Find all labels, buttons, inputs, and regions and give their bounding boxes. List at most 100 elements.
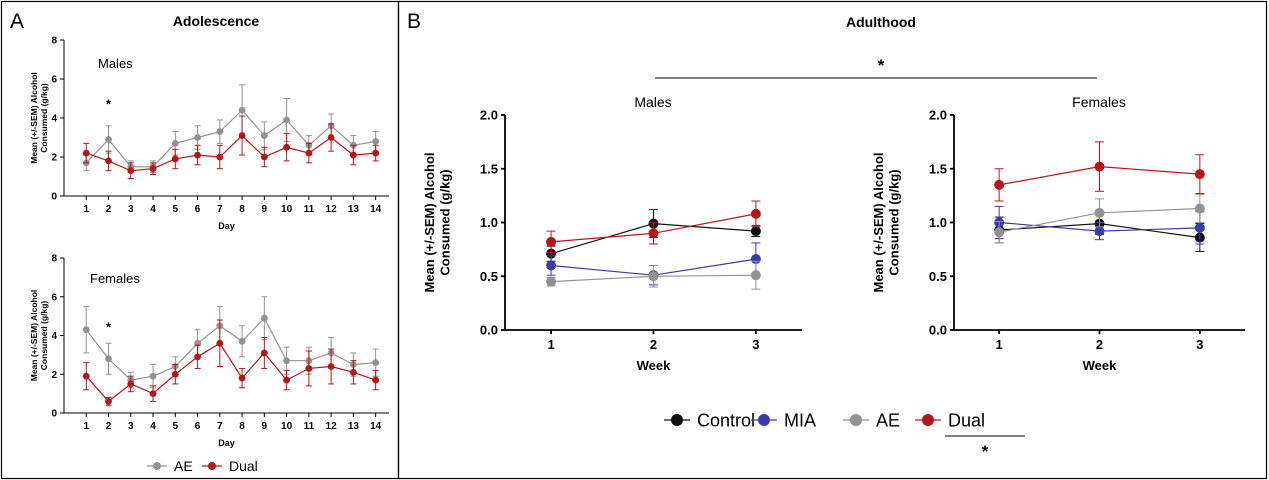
chart-group-label: Males [98,56,133,71]
panel-b-significance-star: * [878,56,885,75]
x-tick-label: 3 [752,337,759,352]
x-tick-label: 9 [262,421,268,432]
data-point [216,128,224,136]
data-point [82,149,90,157]
data-point [82,372,90,380]
legend-item-ae: AE [147,458,193,474]
data-point [260,349,268,357]
data-point [283,376,291,384]
data-point [305,149,313,157]
y-axis-label: Mean (+/-SEM) AlcoholConsumed (g/kg) [871,153,902,293]
y-tick-label: 2 [51,153,57,164]
legend-panel-b: Control MIA AE Dual * [664,410,1025,461]
y-tick-label: 8 [51,254,57,265]
y-tick-label: 0.0 [929,323,947,338]
data-point [105,355,112,363]
y-tick-label: 2 [51,370,57,381]
x-tick-label: 13 [348,421,360,432]
y-tick-label: 1.0 [480,215,498,230]
x-tick-label: 10 [281,421,293,432]
data-point [750,226,761,237]
legend-item-ae: AE [843,410,900,430]
data-point [171,155,179,163]
x-tick-label: 6 [195,204,201,215]
x-tick-label: 3 [128,204,134,215]
data-point [372,149,380,157]
x-axis-label: Day [218,221,235,231]
x-tick-label: 4 [150,204,156,215]
x-axis-label: Day [218,438,235,448]
chart-title: Females [1072,94,1126,110]
x-tick-label: 14 [370,204,382,215]
y-tick-label: 8 [51,36,57,47]
data-point [260,314,268,322]
data-point [216,339,224,347]
y-tick-label: 2.0 [480,108,498,123]
series-line [86,134,376,172]
data-point [194,134,201,141]
data-point [260,132,268,139]
data-point [648,228,659,239]
data-point [238,132,246,139]
data-point [149,372,157,380]
series-dual [82,115,380,179]
data-point [372,359,380,367]
series-dual [82,319,380,406]
panel-b-title: Adulthood [846,14,916,30]
x-tick-label: 2 [650,337,657,352]
data-point [216,153,224,161]
panel-b-frame [397,0,1268,480]
data-point [171,370,179,378]
chart-group-label: Females [90,271,140,286]
y-tick-label: 1.5 [480,161,498,176]
legend-label: Dual [948,410,985,430]
data-point [1094,207,1105,218]
x-tick-label: 12 [326,204,338,215]
x-tick-label: 7 [217,204,223,215]
data-point [238,374,246,382]
x-tick-label: 8 [239,204,245,215]
series-ae [82,296,380,389]
data-point [1194,169,1205,180]
legend-label: MIA [784,410,816,430]
chart-adult-females: 0.0 0.5 1.0 1.5 2.0 1 2 3 Week Mean (+/-SEM) Alco… [871,94,1245,373]
data-point [82,326,90,334]
x-tick-label: 12 [326,421,338,432]
y-tick-label: 0.5 [929,269,947,284]
series-ae [546,260,761,290]
x-tick-label: 8 [239,421,245,432]
x-tick-label: 5 [173,421,179,432]
data-point [105,157,112,165]
series-ae [82,84,380,174]
series-line [85,109,376,168]
y-axis-label: Mean (+/-SEM) AlcoholConsumed (g/kg) [29,290,49,382]
x-tick-label: 1 [547,337,554,352]
legend-item-control: Control [664,410,755,430]
x-tick-label: 1 [996,337,1003,352]
x-tick-label: 11 [304,421,315,432]
chart-adult-males: 0.0 0.5 1.0 1.5 2.0 1 2 3 Week Mean (+/-SEM) Alco… [422,94,802,373]
data-point [283,116,291,124]
y-tick-label: 4 [51,331,57,342]
series-line [85,342,376,403]
chart-title: Males [634,94,671,110]
data-point [750,270,761,281]
data-point [1094,226,1105,237]
data-point [260,153,268,161]
y-tick-label: 1.5 [929,161,947,176]
x-tick-label: 10 [281,204,293,215]
series-line [85,317,376,381]
legend-label: AE [174,458,193,474]
x-axis-label: Week [637,358,671,373]
x-tick-label: 11 [304,204,315,215]
y-tick-label: 0 [51,192,57,203]
legend-label: AE [876,410,900,430]
legend-label: Control [697,410,755,430]
y-tick-label: 0 [51,409,57,420]
data-point [1194,203,1205,214]
legend-item-dual: Dual [202,458,258,474]
x-tick-label: 4 [150,421,156,432]
data-point [994,179,1005,190]
legend-swatch-dot [671,414,683,426]
data-point [372,138,380,145]
